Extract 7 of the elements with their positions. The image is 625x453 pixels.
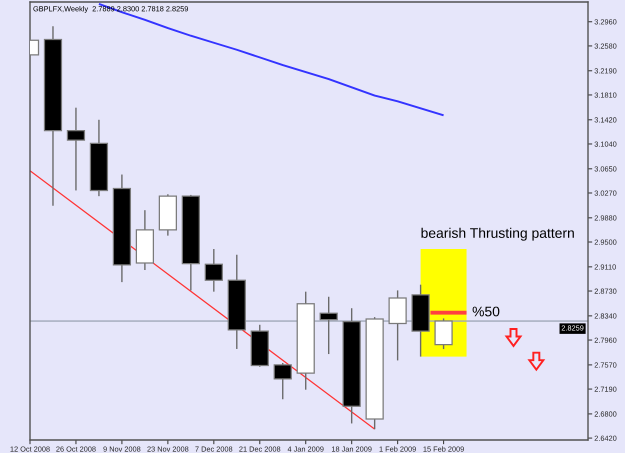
candlestick xyxy=(274,362,292,400)
candlestick xyxy=(204,248,223,292)
candlestick xyxy=(66,106,86,192)
candlestick xyxy=(434,318,453,350)
candlestick xyxy=(320,296,338,355)
annotation: %50 xyxy=(472,306,500,316)
annotation: bearish Thrusting pattern xyxy=(421,228,574,241)
